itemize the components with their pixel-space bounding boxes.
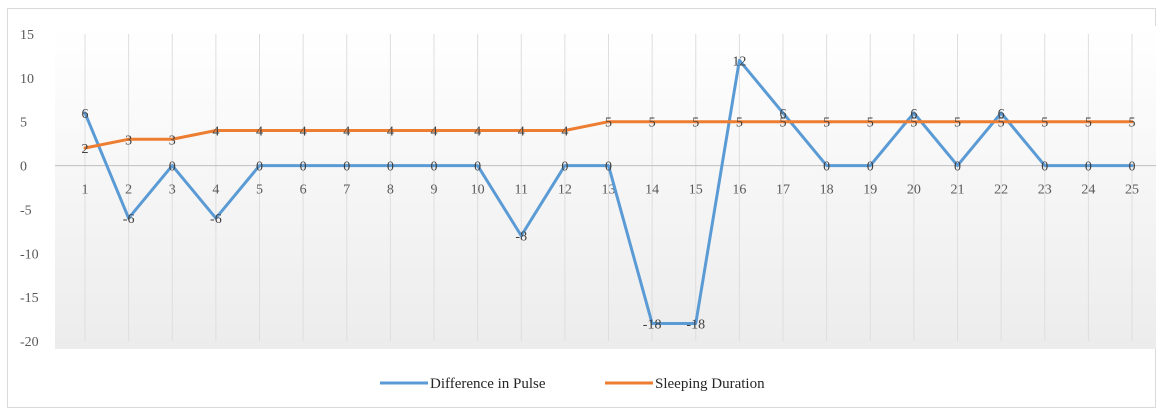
x-tick-label: 20 bbox=[907, 183, 921, 198]
x-tick-label: 5 bbox=[256, 183, 263, 198]
data-label-difference-in-pulse: -6 bbox=[210, 212, 222, 227]
y-tick-label: 10 bbox=[20, 72, 34, 87]
data-label-difference-in-pulse: 0 bbox=[343, 160, 350, 175]
x-tick-label: 6 bbox=[300, 183, 307, 198]
data-label-sleeping-duration: 5 bbox=[1129, 116, 1136, 131]
data-label-sleeping-duration: 5 bbox=[1085, 116, 1092, 131]
data-label-sleeping-duration: 4 bbox=[212, 124, 219, 139]
data-label-difference-in-pulse: 0 bbox=[605, 160, 612, 175]
data-label-sleeping-duration: 4 bbox=[343, 124, 350, 139]
data-label-difference-in-pulse: 0 bbox=[823, 160, 830, 175]
data-label-difference-in-pulse: 12 bbox=[732, 54, 746, 69]
y-tick-label: 0 bbox=[20, 160, 27, 175]
x-tick-label: 1 bbox=[82, 183, 89, 198]
data-label-sleeping-duration: 5 bbox=[954, 116, 961, 131]
gridlines bbox=[84, 34, 1133, 341]
x-tick-label: 12 bbox=[558, 183, 572, 198]
data-label-difference-in-pulse: 6 bbox=[910, 107, 917, 122]
data-label-sleeping-duration: 4 bbox=[300, 124, 307, 139]
data-label-sleeping-duration: 5 bbox=[605, 116, 612, 131]
data-label-difference-in-pulse: -18 bbox=[686, 317, 705, 332]
legend: Difference in Pulse Sleeping Duration bbox=[380, 376, 765, 392]
data-label-sleeping-duration: 4 bbox=[518, 124, 525, 139]
data-label-difference-in-pulse: -8 bbox=[515, 230, 527, 245]
series-line-difference-in-pulse bbox=[83, 58, 1134, 325]
y-tick-label: -5 bbox=[20, 203, 32, 218]
x-tick-label: 7 bbox=[343, 183, 350, 198]
data-label-difference-in-pulse: 0 bbox=[387, 160, 394, 175]
x-tick-label: 14 bbox=[645, 183, 659, 198]
data-label-difference-in-pulse: 6 bbox=[998, 107, 1005, 122]
x-tick-label: 2 bbox=[125, 183, 132, 198]
series-lines bbox=[83, 58, 1134, 325]
y-tick-label: -20 bbox=[20, 335, 39, 350]
data-label-difference-in-pulse: 6 bbox=[780, 107, 787, 122]
data-label-sleeping-duration: 5 bbox=[736, 116, 743, 131]
x-tick-label: 16 bbox=[732, 183, 746, 198]
data-label-sleeping-duration: 4 bbox=[474, 124, 481, 139]
x-tick-label: 24 bbox=[1081, 183, 1095, 198]
data-label-sleeping-duration: 4 bbox=[561, 124, 568, 139]
x-tick-label: 13 bbox=[602, 183, 616, 198]
data-label-sleeping-duration: 4 bbox=[387, 124, 394, 139]
data-label-difference-in-pulse: 0 bbox=[1041, 160, 1048, 175]
x-tick-label: 21 bbox=[951, 183, 965, 198]
data-label-difference-in-pulse: 0 bbox=[561, 160, 568, 175]
x-tick-label: 17 bbox=[776, 183, 790, 198]
y-tick-label: -10 bbox=[20, 247, 39, 262]
series-line-sleeping-duration bbox=[83, 120, 1134, 150]
data-label-sleeping-duration: 3 bbox=[125, 133, 132, 148]
y-tick-label: -15 bbox=[20, 291, 39, 306]
data-label-difference-in-pulse: -6 bbox=[123, 212, 135, 227]
x-tick-label: 10 bbox=[471, 183, 485, 198]
data-label-difference-in-pulse: 6 bbox=[82, 107, 89, 122]
y-tick-label: 5 bbox=[20, 116, 27, 131]
data-label-sleeping-duration: 5 bbox=[1041, 116, 1048, 131]
data-label-sleeping-duration: 5 bbox=[692, 116, 699, 131]
data-label-difference-in-pulse: -18 bbox=[643, 317, 662, 332]
data-label-sleeping-duration: 5 bbox=[867, 116, 874, 131]
plot-area bbox=[55, 26, 1156, 349]
x-tick-label: 19 bbox=[863, 183, 877, 198]
x-tick-label: 3 bbox=[169, 183, 176, 198]
x-tick-label: 11 bbox=[515, 183, 528, 198]
data-label-sleeping-duration: 5 bbox=[910, 116, 917, 131]
data-label-sleeping-duration: 3 bbox=[169, 133, 176, 148]
data-label-sleeping-duration: 4 bbox=[256, 124, 263, 139]
data-label-sleeping-duration: 5 bbox=[649, 116, 656, 131]
x-tick-label: 9 bbox=[431, 183, 438, 198]
data-label-difference-in-pulse: 0 bbox=[1129, 160, 1136, 175]
data-label-difference-in-pulse: 0 bbox=[169, 160, 176, 175]
legend-label-sleeping-duration: Sleeping Duration bbox=[655, 376, 765, 392]
x-tick-label: 15 bbox=[689, 183, 703, 198]
data-label-sleeping-duration: 5 bbox=[780, 116, 787, 131]
data-label-difference-in-pulse: 0 bbox=[867, 160, 874, 175]
data-label-difference-in-pulse: 0 bbox=[474, 160, 481, 175]
y-tick-label: 15 bbox=[20, 28, 34, 43]
x-tick-label: 18 bbox=[820, 183, 834, 198]
x-tick-label: 22 bbox=[994, 183, 1008, 198]
legend-label-difference-in-pulse: Difference in Pulse bbox=[430, 376, 546, 392]
data-label-difference-in-pulse: 0 bbox=[431, 160, 438, 175]
x-tick-label: 25 bbox=[1125, 183, 1139, 198]
x-tick-label: 4 bbox=[212, 183, 219, 198]
x-tick-label: 8 bbox=[387, 183, 394, 198]
data-label-difference-in-pulse: 0 bbox=[1085, 160, 1092, 175]
data-label-sleeping-duration: 5 bbox=[823, 116, 830, 131]
chart-container: 15 10 5 0 -5 -10 -15 -20 1 2 3 4 5 6 7 8 9 10 11 12 13 14 15 16… bbox=[7, 8, 1156, 408]
data-label-sleeping-duration: 5 bbox=[998, 116, 1005, 131]
data-label-sleeping-duration: 4 bbox=[431, 124, 438, 139]
data-label-difference-in-pulse: 0 bbox=[954, 160, 961, 175]
data-label-sleeping-duration: 2 bbox=[82, 142, 89, 157]
data-label-difference-in-pulse: 0 bbox=[300, 160, 307, 175]
data-label-difference-in-pulse: 0 bbox=[256, 160, 263, 175]
x-tick-label: 23 bbox=[1038, 183, 1052, 198]
